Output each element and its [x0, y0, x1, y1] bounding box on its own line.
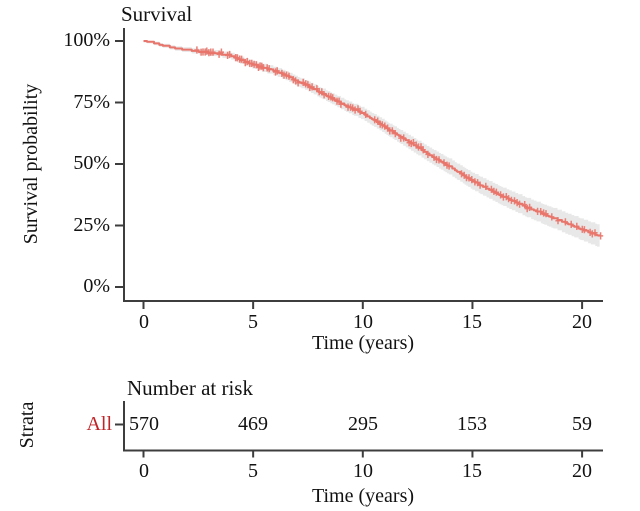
- x-tick-label: 0: [139, 311, 149, 333]
- risk-row-label-all: All: [86, 413, 112, 435]
- x-tick-label: 10: [353, 311, 373, 333]
- y-tick-label: 25%: [73, 214, 110, 236]
- x-axis-title: Time (years): [311, 332, 415, 354]
- y-tick-label: 100%: [63, 29, 110, 51]
- risk-x-tick-label: 15: [462, 460, 482, 482]
- risk-count: 295: [348, 413, 378, 435]
- risk-table-title: Number at risk: [127, 376, 253, 400]
- x-tick-label: 15: [462, 311, 482, 333]
- risk-count: 59: [572, 413, 592, 435]
- risk-count: 570: [129, 413, 159, 435]
- risk-x-tick-label: 20: [572, 460, 592, 482]
- y-tick-label: 0%: [83, 275, 110, 297]
- y-tick-label: 50%: [73, 152, 110, 174]
- x-tick-label: 20: [572, 311, 592, 333]
- x-tick-label: 5: [248, 311, 258, 333]
- strata-axis-title: Strata: [16, 401, 38, 449]
- risk-x-tick-label: 0: [139, 460, 149, 482]
- risk-count: 469: [238, 413, 268, 435]
- risk-x-tick-label: 5: [248, 460, 258, 482]
- risk-x-tick-label: 10: [353, 460, 373, 482]
- risk-x-axis-title: Time (years): [311, 485, 415, 507]
- y-tick-label: 75%: [73, 91, 110, 113]
- plot-title: Survival: [121, 2, 193, 26]
- risk-count: 153: [457, 413, 487, 435]
